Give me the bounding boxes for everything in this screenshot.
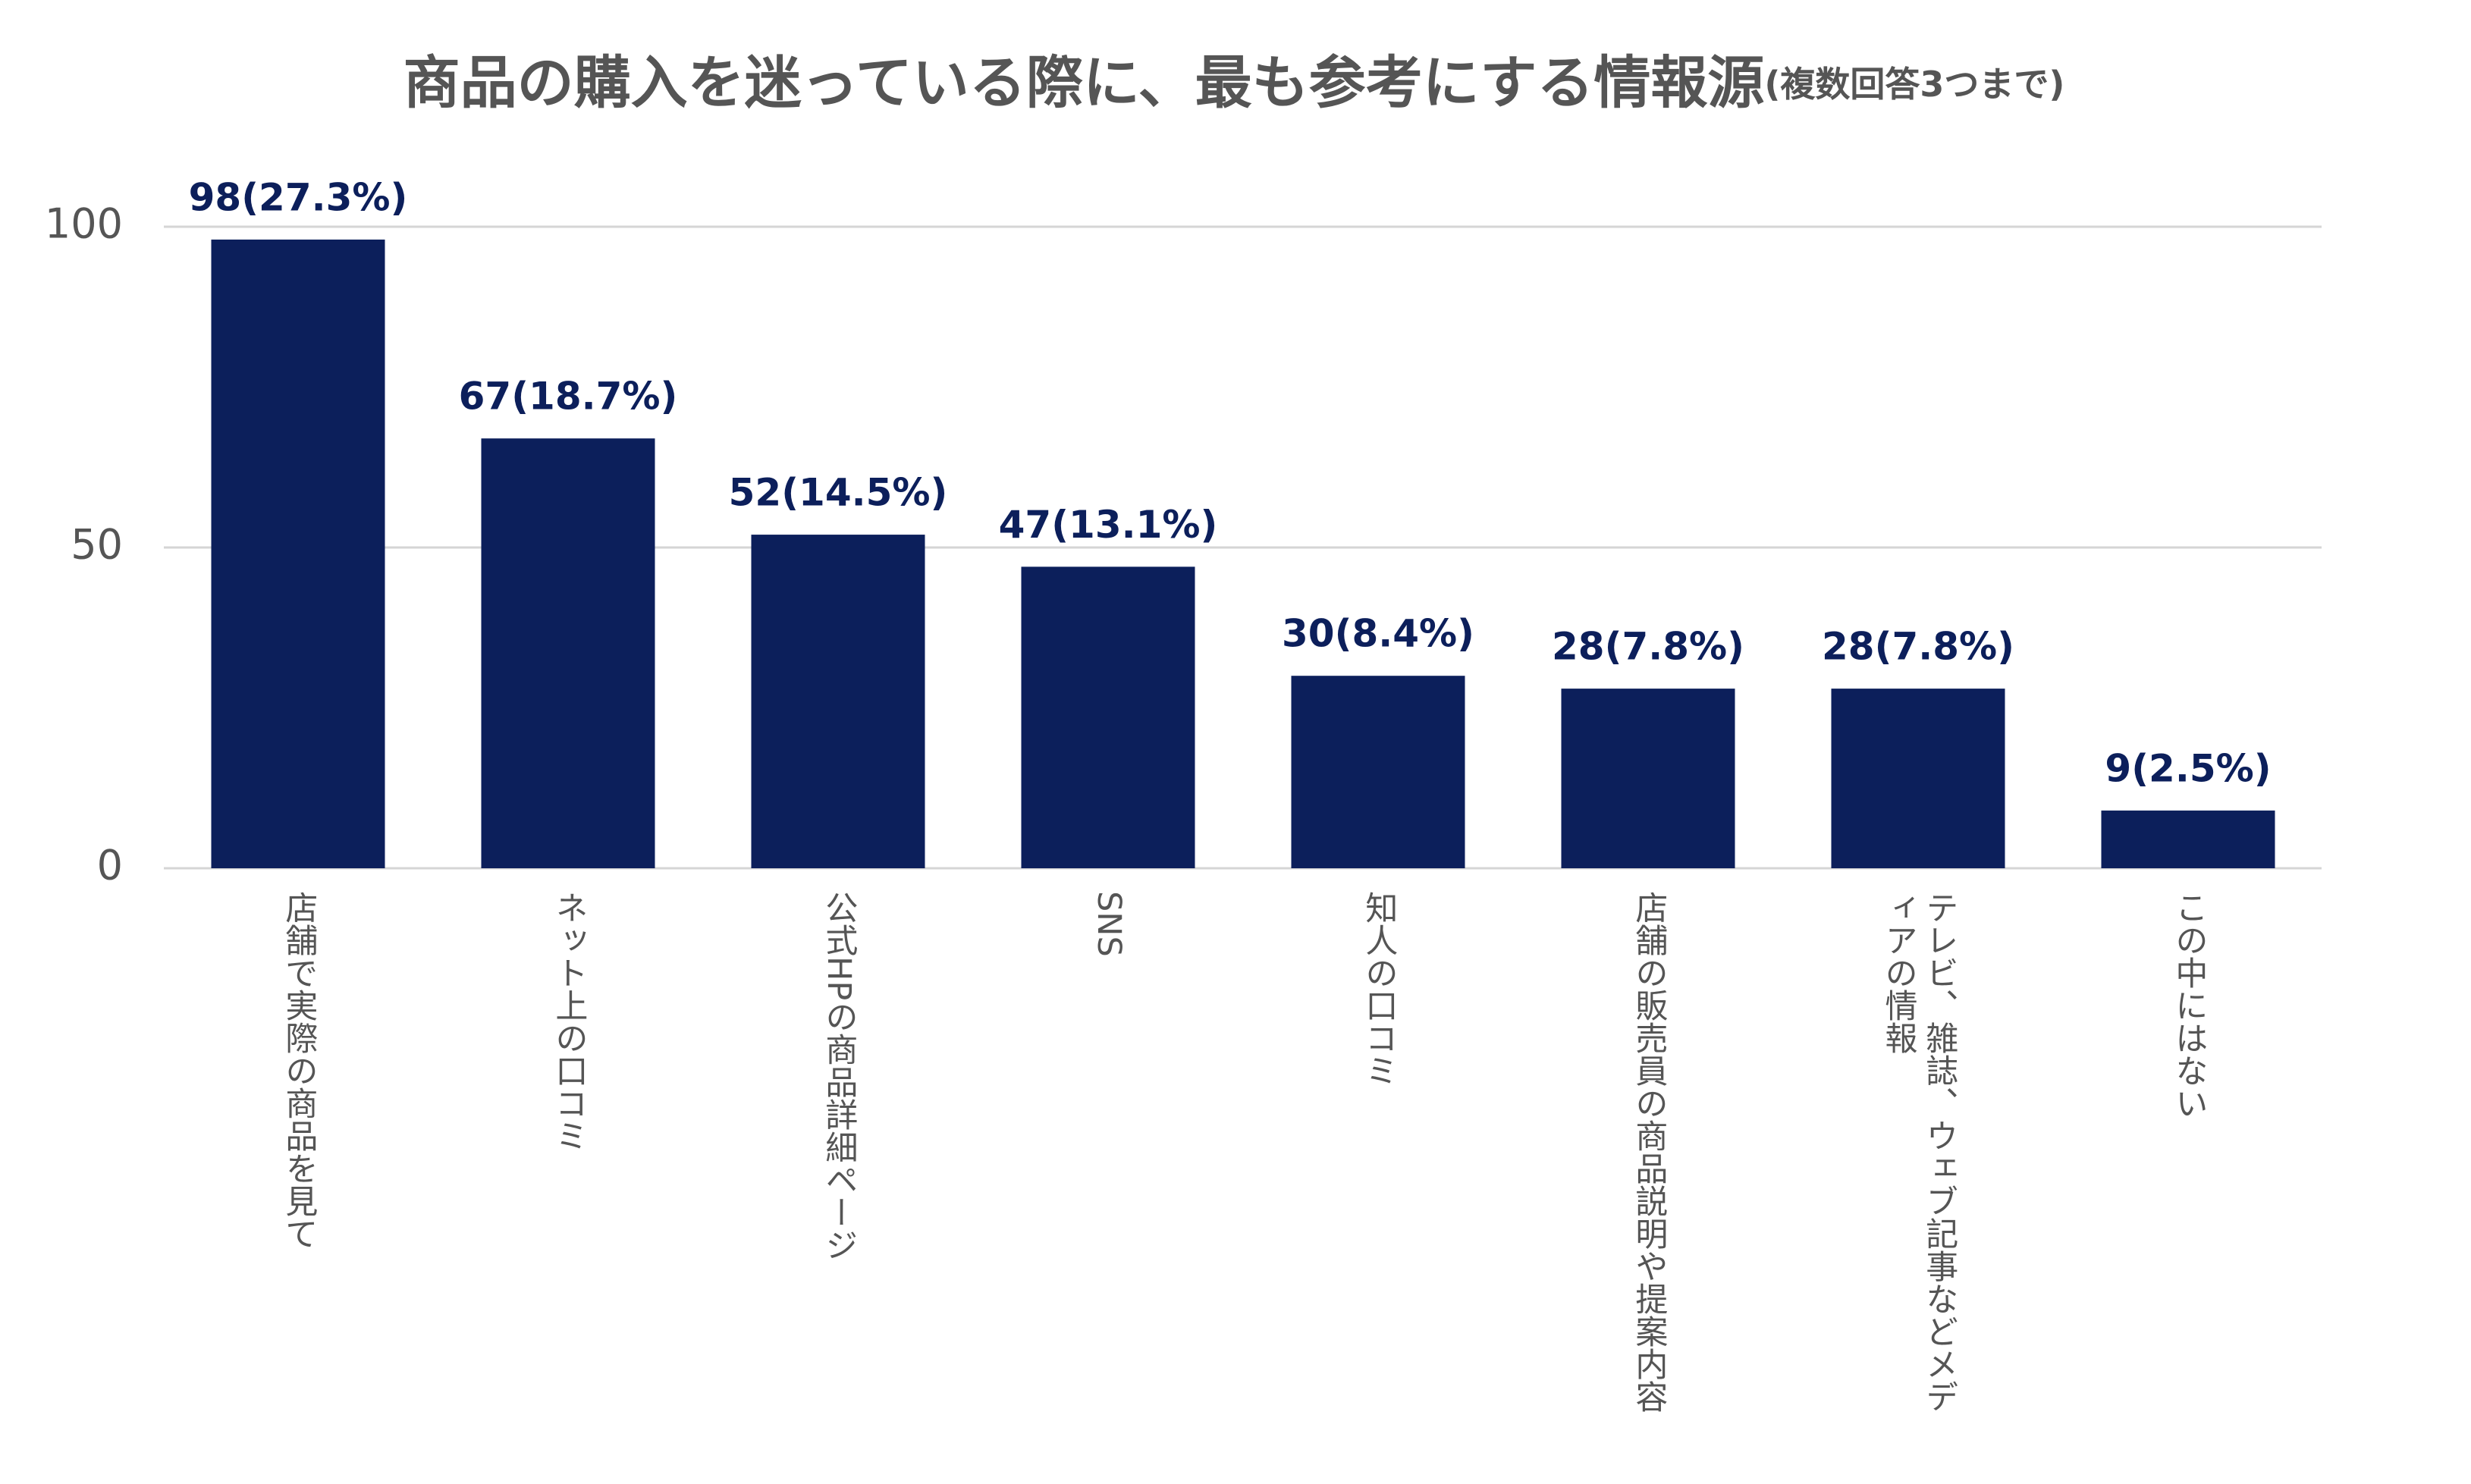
bar xyxy=(1291,676,1465,868)
value-label: 9(2.5%) xyxy=(2105,746,2271,790)
y-tick-label: 50 xyxy=(71,521,123,569)
x-tick-label: 知人の口コミ xyxy=(1359,891,1398,1087)
bar xyxy=(1561,689,1735,868)
x-tick-label: 公式HPの商品詳細ページ xyxy=(819,891,858,1262)
y-tick-label: 100 xyxy=(45,200,123,248)
bar xyxy=(481,438,655,868)
bar xyxy=(751,535,925,868)
chart-subtitle: (複数回答3つまで) xyxy=(1764,64,2064,105)
x-tick-label: この中にはない xyxy=(2169,891,2208,1119)
value-label: 30(8.4%) xyxy=(1282,612,1474,656)
value-label: 47(13.1%) xyxy=(999,503,1218,547)
x-tick-label: ネット上の口コミ xyxy=(549,891,588,1152)
value-label: 28(7.8%) xyxy=(1552,625,1744,669)
chart-title: 商品の購入を迷っている際に、最も参考にする情報源 xyxy=(403,49,1765,116)
y-tick-label: 0 xyxy=(97,842,123,889)
value-label: 28(7.8%) xyxy=(1822,625,2014,669)
value-label: 67(18.7%) xyxy=(459,375,678,419)
x-tick-label: テレビ、雑誌、ウェブ記事などメディアの情報 xyxy=(1879,891,1958,1413)
chart-title-group: 商品の購入を迷っている際に、最も参考にする情報源(複数回答3つまで) xyxy=(403,49,2065,116)
x-tick-label: 店舗で実際の商品を見て xyxy=(279,891,318,1250)
value-label: 52(14.5%) xyxy=(729,471,948,515)
bar xyxy=(211,239,385,868)
bar xyxy=(1831,689,2005,868)
value-label: 98(27.3%) xyxy=(189,175,408,219)
bar xyxy=(2101,810,2275,868)
x-tick-label: SNS xyxy=(1089,891,1128,957)
bar xyxy=(1021,566,1195,868)
x-tick-label: 店舗の販売員の商品説明や提案内容 xyxy=(1629,891,1668,1413)
